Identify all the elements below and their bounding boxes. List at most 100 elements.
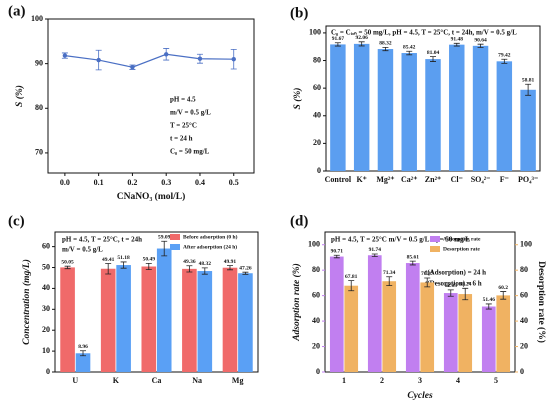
- bar: [353, 43, 370, 171]
- bar: [100, 268, 116, 372]
- x-tick-label: SO₄²⁻: [471, 175, 491, 184]
- x-tick-label: PO₄³⁻: [518, 175, 538, 184]
- value-label: 91.48: [451, 37, 464, 43]
- annotation: C₀ = 50 mg/L: [170, 148, 210, 156]
- x-tick-label: 5: [494, 376, 498, 385]
- y-tick-label: 0: [317, 166, 321, 175]
- value-label: 91.74: [369, 247, 382, 253]
- y-tick-label: 100: [31, 14, 43, 23]
- value-label: 91.67: [332, 36, 345, 42]
- panel-label: (b): [290, 5, 308, 21]
- x-tick-label: F⁻: [500, 175, 509, 184]
- bar: [222, 267, 238, 372]
- bar: [329, 256, 344, 372]
- value-label: 60.2: [498, 285, 508, 291]
- y-tick-label: 20: [312, 341, 320, 350]
- error-bar: [409, 260, 416, 266]
- value-label: 49.36: [183, 259, 196, 265]
- data-point: [96, 57, 101, 63]
- y-tick-label: 60: [313, 83, 321, 92]
- y-tick-label: 10: [42, 346, 50, 355]
- x-tick-label: 0.4: [195, 178, 205, 187]
- data-point: [163, 52, 169, 57]
- x-tick-label: 0.1: [94, 178, 104, 187]
- y2-tick-label: 40: [520, 316, 528, 325]
- y-tick-label: 60: [312, 290, 320, 299]
- error-bar: [406, 50, 413, 56]
- legend-swatch: [430, 246, 440, 252]
- bar: [401, 53, 417, 171]
- value-label: 48.32: [199, 261, 212, 267]
- plot-frame: [324, 231, 516, 373]
- value-label: 79.42: [498, 53, 511, 59]
- bar: [116, 265, 131, 372]
- data-line: [64, 53, 234, 68]
- annotation: pH = 4.5: [170, 96, 196, 104]
- plot-frame: [54, 231, 259, 373]
- error-bar: [333, 254, 340, 259]
- y-axis-label: Concentration (mg/L): [21, 259, 32, 345]
- y-tick-label: 0: [46, 367, 50, 376]
- y-axis-label: Adsorption rate (%): [291, 263, 302, 342]
- value-label: 51.18: [117, 255, 130, 261]
- value-label: 67.81: [345, 274, 358, 280]
- bar: [344, 285, 359, 372]
- plot-frame: [47, 18, 255, 174]
- error-bar: [226, 265, 233, 271]
- y-tick-label: 80: [35, 103, 43, 112]
- data-point: [197, 56, 203, 61]
- error-bar: [348, 280, 355, 292]
- error-bar: [525, 83, 532, 96]
- error-bar: [334, 42, 341, 47]
- error-bar: [201, 267, 208, 275]
- bar: [156, 248, 172, 372]
- bar: [141, 266, 157, 372]
- panel-label: (a): [8, 3, 26, 19]
- y-tick-label: 20: [42, 325, 50, 334]
- x-tick-label: K⁺: [356, 175, 366, 184]
- value-label: 8.96: [78, 344, 88, 350]
- bar: [496, 61, 513, 171]
- annotation: t(Desorption) = 6 h: [425, 280, 482, 288]
- bar: [425, 59, 441, 172]
- x-tick-label: 0.0: [60, 178, 70, 187]
- x-axis-label: CNaNO₃ (mol/L): [117, 191, 186, 202]
- value-label: 47.26: [239, 265, 252, 271]
- x-tick-label: 0.3: [161, 178, 171, 187]
- value-label: 90.71: [331, 249, 344, 255]
- y-tick-label: 90: [35, 58, 43, 67]
- bar: [75, 353, 91, 372]
- value-label: 85.42: [403, 45, 416, 51]
- legend-label: After adsorption (24 h): [183, 243, 237, 250]
- y-tick-label: 70: [35, 148, 43, 157]
- legend-label: Adsorption rate: [443, 236, 481, 242]
- y-tick-label: 100: [308, 240, 320, 249]
- bar: [377, 49, 394, 171]
- y2-tick-label: 0: [520, 367, 524, 376]
- y-tick-label: 80: [312, 265, 320, 274]
- value-label: 61.24: [459, 282, 472, 288]
- legend-label: Desorption rate: [443, 246, 480, 252]
- y-axis-label: S (%): [292, 88, 303, 110]
- bar: [458, 294, 473, 372]
- y-tick-label: 40: [42, 283, 50, 292]
- legend-swatch: [430, 236, 440, 242]
- value-label: 58.81: [522, 78, 535, 84]
- error-bar: [453, 42, 460, 47]
- error-bar: [382, 46, 389, 52]
- error-bar: [501, 58, 508, 64]
- data-point: [231, 56, 236, 62]
- y-tick-label: 0: [316, 367, 320, 376]
- y-tick-label: 80: [313, 55, 321, 64]
- error-bar: [371, 253, 378, 257]
- error-bar: [242, 271, 249, 275]
- x-tick-label: Ca²⁺: [401, 175, 417, 184]
- annotation: m/V = 0.5 g/L: [170, 109, 211, 117]
- legend-swatch: [170, 234, 180, 240]
- x-axis-label: Cycles: [407, 391, 433, 401]
- annotation: T = 25°C: [170, 122, 197, 130]
- error-bar: [161, 240, 168, 257]
- legend-label: Before adsorption (0 h): [183, 233, 238, 240]
- bar: [60, 267, 75, 372]
- error-bar: [500, 291, 507, 300]
